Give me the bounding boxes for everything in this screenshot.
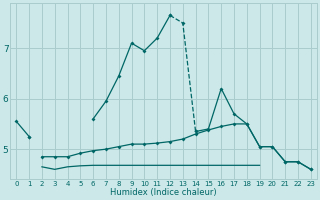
X-axis label: Humidex (Indice chaleur): Humidex (Indice chaleur) — [110, 188, 217, 197]
